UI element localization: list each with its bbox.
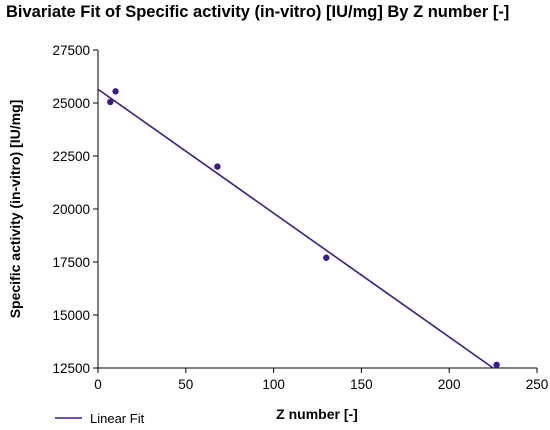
data-point — [214, 163, 221, 170]
chart-title: Bivariate Fit of Specific activity (in-v… — [6, 3, 509, 21]
plot-area: 0 50 100 150 200 250 12500 15000 17500 20000 2250… — [52, 43, 548, 392]
x-tick-label: 150 — [350, 377, 373, 392]
y-tick-label: 20000 — [52, 202, 90, 217]
legend-label-linear-fit: Linear Fit — [90, 411, 145, 426]
x-tick-label: 50 — [178, 377, 193, 392]
y-axis-ticks: 12500 15000 17500 20000 22500 25000 27500 — [52, 43, 98, 376]
linear-fit-line — [97, 88, 494, 369]
y-tick-label: 27500 — [52, 43, 90, 58]
data-points — [107, 88, 500, 369]
fit-line-group — [97, 88, 494, 369]
y-tick-label: 15000 — [52, 308, 90, 323]
data-point — [493, 361, 500, 369]
x-tick-label: 200 — [438, 377, 461, 392]
x-tick-label: 250 — [526, 377, 549, 392]
y-axis-label: Specific activity (in-vitro) [IU/mg] — [7, 100, 23, 319]
legend: Linear Fit — [55, 411, 145, 426]
x-tick-label: 100 — [262, 377, 285, 392]
data-point — [112, 88, 119, 95]
x-tick-label: 0 — [94, 377, 102, 392]
y-tick-label: 22500 — [52, 149, 90, 164]
x-axis-ticks: 0 50 100 150 200 250 — [94, 368, 548, 392]
data-point — [107, 98, 114, 106]
x-axis-label: Z number [-] — [276, 406, 358, 422]
data-point — [323, 254, 330, 261]
y-tick-label: 12500 — [52, 361, 90, 376]
y-tick-label: 25000 — [52, 96, 90, 111]
y-tick-label: 17500 — [52, 255, 90, 270]
